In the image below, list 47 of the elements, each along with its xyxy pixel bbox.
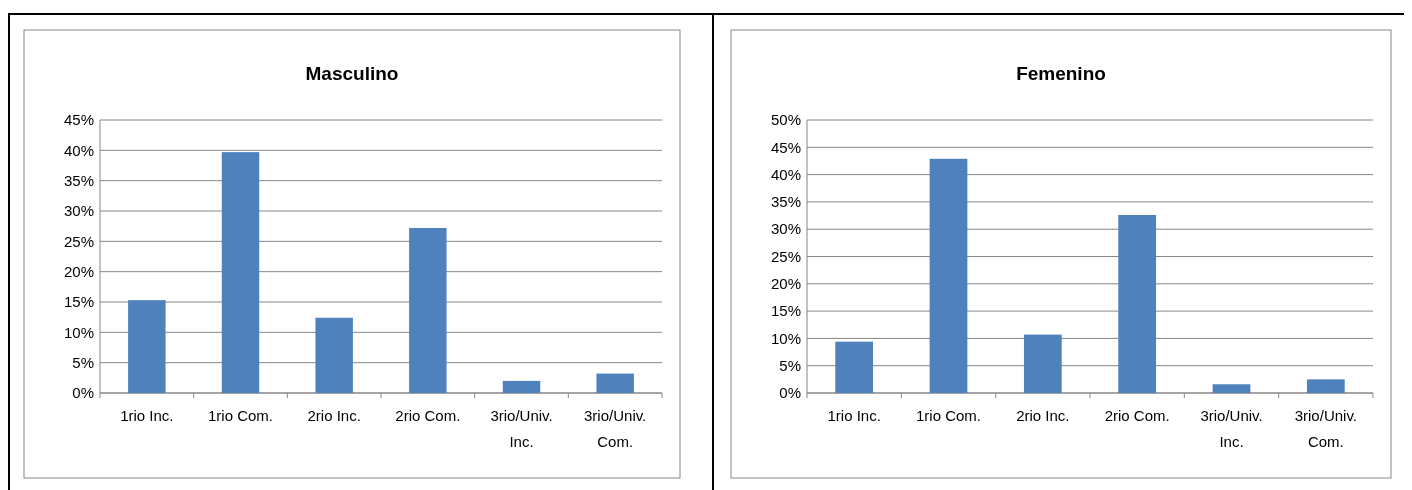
y-tick-label: 20% bbox=[770, 275, 801, 293]
bar bbox=[221, 152, 260, 393]
bar bbox=[315, 317, 353, 393]
bar bbox=[1212, 384, 1251, 393]
bar bbox=[929, 158, 968, 393]
y-tick-label: 40% bbox=[63, 141, 94, 159]
x-tick-label: 2rio Com. bbox=[1104, 407, 1170, 424]
bar bbox=[502, 380, 541, 393]
y-tick-label: 10% bbox=[770, 329, 801, 347]
y-tick-label: 20% bbox=[63, 262, 94, 280]
y-tick-label: 5% bbox=[779, 356, 801, 374]
bar bbox=[596, 373, 634, 393]
y-tick-label: 15% bbox=[770, 302, 801, 320]
bar bbox=[1306, 379, 1345, 393]
bar bbox=[128, 300, 166, 393]
x-tick-label: 3rio/Univ. Com. bbox=[1294, 407, 1357, 450]
x-tick-label: 2rio Inc. bbox=[1016, 407, 1070, 424]
y-tick-label: 10% bbox=[63, 323, 94, 341]
y-tick-label: 0% bbox=[779, 384, 801, 402]
x-tick-label: 3rio/Univ. Com. bbox=[584, 407, 647, 450]
chart-title: Femenino bbox=[1016, 63, 1106, 84]
bar bbox=[1023, 334, 1062, 393]
bar bbox=[1118, 215, 1157, 393]
x-tick-label: 2rio Inc. bbox=[307, 407, 361, 424]
x-tick-label: 1rio Com. bbox=[207, 407, 274, 424]
y-tick-label: 15% bbox=[63, 293, 94, 311]
y-tick-label: 45% bbox=[63, 111, 94, 129]
x-tick-label: 3rio/Univ. Inc. bbox=[1200, 407, 1263, 450]
x-tick-label: 1rio Com. bbox=[915, 407, 982, 424]
bar bbox=[409, 227, 447, 393]
x-tick-label: 3rio/Univ. Inc. bbox=[490, 407, 553, 450]
y-tick-label: 0% bbox=[72, 384, 94, 402]
x-tick-label: 1rio Inc. bbox=[827, 407, 881, 424]
y-tick-label: 45% bbox=[770, 138, 801, 156]
y-tick-label: 40% bbox=[770, 165, 801, 183]
y-tick-label: 25% bbox=[63, 232, 94, 250]
chart-title: Masculino bbox=[305, 63, 399, 84]
x-tick-label: 1rio Inc. bbox=[120, 407, 174, 424]
y-tick-label: 30% bbox=[770, 220, 801, 238]
bar bbox=[835, 341, 874, 393]
y-tick-label: 5% bbox=[72, 353, 94, 371]
x-tick-label: 2rio Com. bbox=[395, 407, 461, 424]
y-tick-label: 30% bbox=[63, 202, 94, 220]
y-tick-label: 35% bbox=[770, 193, 801, 211]
y-tick-label: 50% bbox=[770, 111, 801, 129]
y-tick-label: 35% bbox=[63, 171, 94, 189]
y-tick-label: 25% bbox=[770, 247, 801, 265]
